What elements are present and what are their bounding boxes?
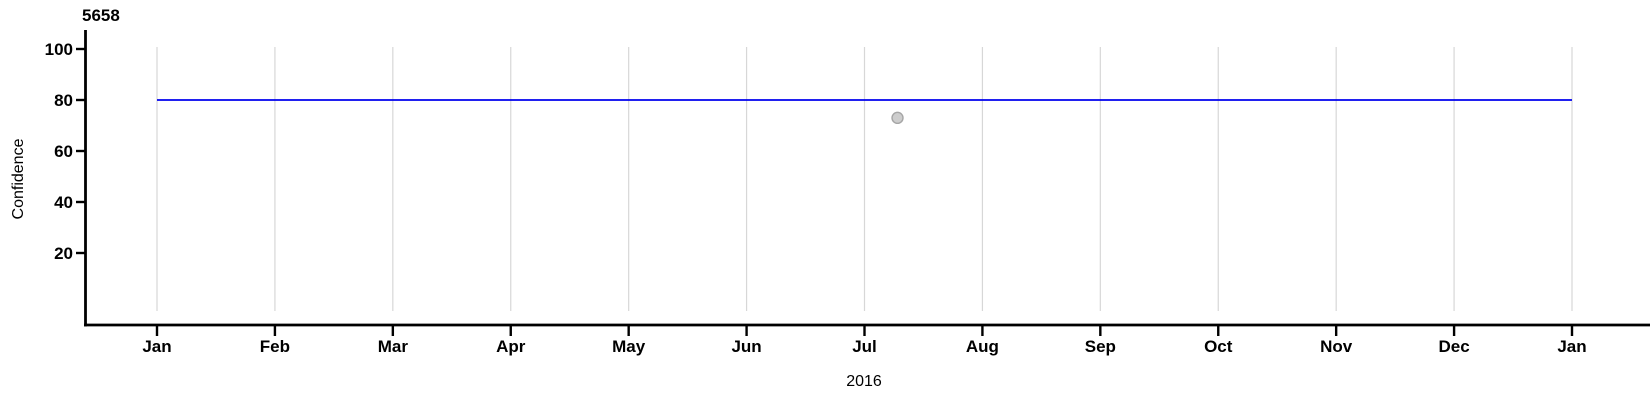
- x-tick-label: Jan: [1557, 337, 1586, 356]
- y-axis-title: Confidence: [10, 138, 27, 219]
- y-tick-label: 80: [54, 91, 73, 110]
- axes: [76, 30, 1650, 336]
- x-tick-label: Jun: [731, 337, 761, 356]
- x-tick-label: Nov: [1320, 337, 1353, 356]
- x-tick-label: Sep: [1085, 337, 1116, 356]
- x-tick-label: Apr: [496, 337, 526, 356]
- x-tick-label: Aug: [966, 337, 999, 356]
- x-tick-label: Dec: [1438, 337, 1469, 356]
- gridlines: [156, 47, 1573, 311]
- x-tick-label: Mar: [378, 337, 409, 356]
- tick-labels: Jan Feb Mar Apr May Jun Jul Aug Sep Oct Nov Dec Jan 1…: [45, 40, 1587, 356]
- observation-point: [891, 111, 904, 125]
- y-tick-label: 20: [54, 244, 73, 263]
- x-axis-title: 2016: [846, 373, 882, 390]
- data-series: [157, 99, 1572, 125]
- x-tick-label: Jan: [142, 337, 171, 356]
- x-tick-label: Oct: [1204, 337, 1233, 356]
- y-tick-label: 60: [54, 142, 73, 161]
- x-tick-label: May: [612, 337, 646, 356]
- chart-title: 5658: [82, 6, 120, 25]
- y-tick-label: 100: [45, 40, 73, 59]
- x-tick-label: Feb: [260, 337, 290, 356]
- y-tick-label: 40: [54, 193, 73, 212]
- x-tick-label: Jul: [852, 337, 877, 356]
